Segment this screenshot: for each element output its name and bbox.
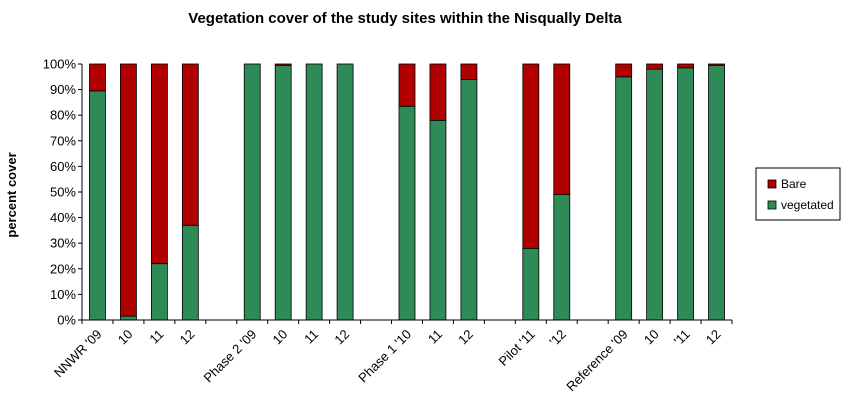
x-tick-label: 12 bbox=[177, 327, 198, 348]
bar-vegetated bbox=[274, 64, 292, 321]
x-tick-label: 10 bbox=[269, 327, 290, 348]
x-tick-label: NNWR '09 bbox=[51, 327, 105, 381]
bar-bare bbox=[274, 63, 292, 66]
bar-bare bbox=[181, 63, 199, 226]
y-tick-label: 70% bbox=[50, 133, 76, 148]
bar-vegetated bbox=[398, 105, 416, 321]
x-tick-label: 10 bbox=[641, 327, 662, 348]
x-tick-label: 11 bbox=[146, 327, 166, 347]
x-tick-label: Phase 1 '10 bbox=[355, 327, 414, 386]
x-tick-label: Phase 2 '09 bbox=[200, 327, 259, 386]
legend-swatch-vegetated bbox=[767, 200, 777, 210]
bar-bare bbox=[460, 63, 478, 80]
x-tick-label: 11 bbox=[301, 327, 321, 347]
bar-bare bbox=[120, 63, 137, 317]
bar-bare bbox=[398, 63, 416, 107]
bar-vegetated bbox=[120, 315, 137, 321]
x-tick-label: 10 bbox=[115, 327, 136, 348]
y-tick-label: 30% bbox=[50, 236, 76, 251]
bar-vegetated bbox=[460, 78, 478, 321]
y-tick-label: 20% bbox=[50, 261, 76, 276]
bar-bare bbox=[89, 63, 106, 92]
x-tick-label: '11 bbox=[671, 327, 693, 349]
bar-bare bbox=[429, 63, 447, 121]
bar-vegetated bbox=[677, 67, 694, 321]
y-tick-label: 90% bbox=[50, 82, 76, 97]
x-tick-label: '12 bbox=[546, 327, 569, 350]
bar-bare bbox=[522, 63, 540, 249]
bar-bare bbox=[708, 63, 725, 66]
bar-bare bbox=[677, 63, 694, 69]
legend-box bbox=[755, 167, 841, 221]
x-tick-label: 12 bbox=[455, 327, 476, 348]
x-tick-label: 12 bbox=[331, 327, 352, 348]
legend-label-vegetated: vegetated bbox=[781, 198, 834, 212]
bar-vegetated bbox=[336, 63, 354, 321]
bar-bare bbox=[646, 63, 664, 70]
bar-vegetated bbox=[522, 247, 540, 321]
bar-bare bbox=[553, 63, 571, 195]
legend-swatch-bare bbox=[767, 179, 777, 189]
bar-bare bbox=[615, 63, 633, 78]
bar-vegetated bbox=[646, 68, 664, 321]
bar-vegetated bbox=[89, 90, 106, 321]
legend-label-bare: Bare bbox=[781, 177, 807, 191]
y-axis-label: percent cover bbox=[4, 152, 19, 237]
y-tick-label: 40% bbox=[50, 210, 76, 225]
y-tick-label: 80% bbox=[50, 108, 76, 123]
bar-vegetated bbox=[305, 63, 323, 321]
legend: Bare vegetated bbox=[755, 167, 841, 221]
x-tick-label: 11 bbox=[425, 327, 445, 347]
x-tick-label: 12 bbox=[703, 327, 724, 348]
y-tick-label: 100% bbox=[43, 57, 77, 72]
bar-vegetated bbox=[243, 63, 261, 321]
bar-vegetated bbox=[429, 119, 447, 321]
bar-vegetated bbox=[181, 224, 199, 321]
bar-vegetated bbox=[615, 76, 633, 321]
chart-title: Vegetation cover of the study sites with… bbox=[188, 10, 622, 27]
y-tick-label: 0% bbox=[57, 313, 76, 328]
bar-vegetated bbox=[553, 194, 571, 321]
y-tick-label: 10% bbox=[50, 287, 76, 302]
x-tick-label: Pilot '11 bbox=[496, 327, 538, 369]
bars-layer bbox=[89, 63, 725, 321]
y-tick-label: 60% bbox=[50, 159, 76, 174]
bar-vegetated bbox=[150, 263, 168, 321]
y-tick-label: 50% bbox=[50, 185, 76, 200]
bar-bare bbox=[150, 63, 168, 265]
bar-vegetated bbox=[708, 64, 725, 321]
x-tick-label: Reference '09 bbox=[563, 327, 631, 395]
